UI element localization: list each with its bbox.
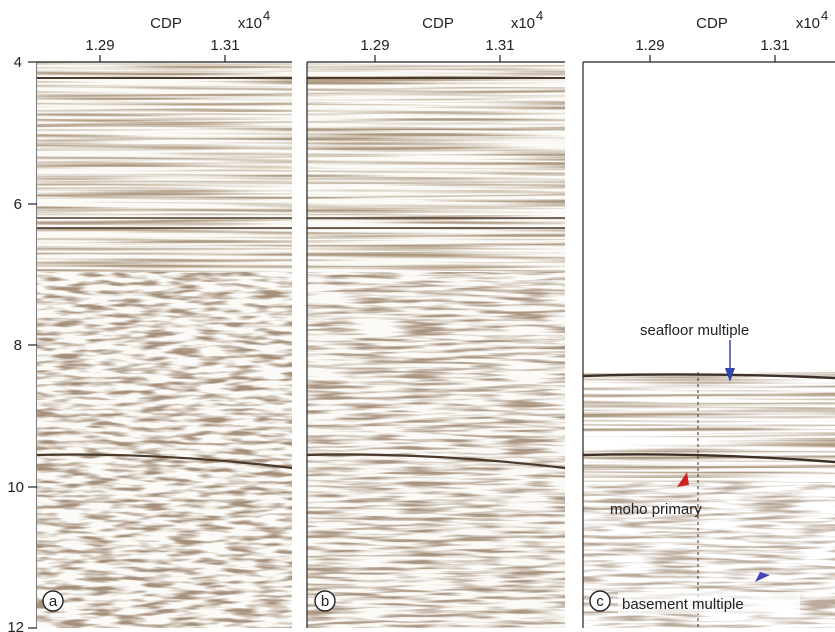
x-tick-label: 1.31 bbox=[485, 37, 514, 54]
x-axis-scale-power: 4 bbox=[536, 8, 543, 23]
panel-b: 1.29 1.31 CDP x10 4 b bbox=[307, 8, 565, 628]
y-tick-label: 4 bbox=[14, 54, 22, 71]
seismic-texture bbox=[307, 272, 565, 628]
x-tick-label: 1.31 bbox=[210, 37, 239, 54]
y-tick-label: 12 bbox=[7, 619, 24, 632]
x-axis-scale: x10 bbox=[796, 15, 820, 32]
annotation: moho primary bbox=[610, 501, 702, 518]
figure: 4 6 8 10 12 1.29 1.31 CDP x10 4 a bbox=[0, 0, 835, 632]
seismic-texture bbox=[583, 372, 835, 482]
x-axis-title: CDP bbox=[696, 15, 728, 32]
y-tick-label: 8 bbox=[14, 337, 22, 354]
annotation: seafloor multiple bbox=[640, 322, 749, 339]
panel-a: 1.29 1.31 CDP x10 4 a bbox=[37, 8, 292, 628]
x-axis-scale: x10 bbox=[511, 15, 535, 32]
x-axis-title: CDP bbox=[422, 15, 454, 32]
x-axis-scale-power: 4 bbox=[821, 8, 828, 23]
panel-label: b bbox=[321, 593, 329, 610]
x-axis-scale: x10 bbox=[238, 15, 262, 32]
seismic-texture bbox=[307, 62, 565, 272]
panel-label: a bbox=[49, 593, 58, 610]
annotation: basement multiple bbox=[622, 596, 744, 613]
x-tick-label: 1.29 bbox=[360, 37, 389, 54]
panel-label: c bbox=[596, 593, 604, 610]
panel-c: 1.29 1.31 CDP x10 4 c seafloor multiple … bbox=[583, 8, 835, 628]
x-tick-label: 1.29 bbox=[635, 37, 664, 54]
seismic-texture bbox=[37, 62, 292, 272]
seismic-texture bbox=[37, 272, 292, 628]
x-tick-label: 1.29 bbox=[85, 37, 114, 54]
y-axis: 4 6 8 10 12 bbox=[7, 54, 37, 632]
y-tick-label: 6 bbox=[14, 196, 22, 213]
x-tick-label: 1.31 bbox=[760, 37, 789, 54]
x-axis-title: CDP bbox=[150, 15, 182, 32]
y-tick-label: 10 bbox=[7, 479, 24, 496]
x-axis-scale-power: 4 bbox=[263, 8, 270, 23]
